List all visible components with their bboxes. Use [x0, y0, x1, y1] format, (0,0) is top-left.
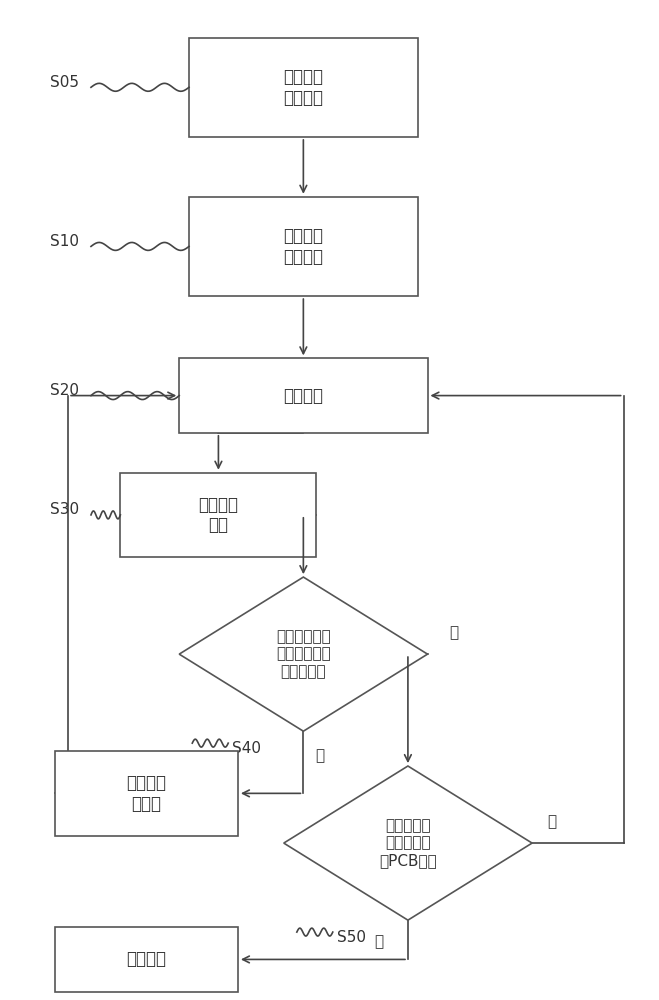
- Bar: [179, 358, 428, 433]
- Text: 判断层数是
否等于预设
的PCB层数: 判断层数是 否等于预设 的PCB层数: [379, 818, 437, 868]
- Text: 进行铆合: 进行铆合: [127, 950, 167, 968]
- Polygon shape: [179, 577, 428, 731]
- Text: S30: S30: [50, 502, 80, 517]
- Bar: [55, 751, 238, 836]
- Bar: [189, 38, 418, 137]
- Text: S10: S10: [50, 234, 79, 249]
- Bar: [189, 197, 418, 296]
- Bar: [121, 473, 316, 557]
- Text: 是: 是: [374, 935, 383, 950]
- Text: S50: S50: [337, 930, 366, 945]
- Text: 否: 否: [547, 814, 556, 829]
- Text: 芯板制作
防错图形: 芯板制作 防错图形: [283, 227, 324, 266]
- Text: S20: S20: [50, 383, 79, 398]
- Text: S05: S05: [50, 75, 79, 90]
- Text: 获取防错
图形: 获取防错 图形: [198, 496, 239, 534]
- Text: 否: 否: [315, 749, 324, 764]
- Text: 判断防错图形
与标准防错图
形是否一致: 判断防错图形 与标准防错图 形是否一致: [276, 629, 331, 679]
- Text: 录入标准
防错图形: 录入标准 防错图形: [283, 68, 324, 107]
- Text: 取出叠放
的芯板: 取出叠放 的芯板: [127, 774, 167, 813]
- Text: 是: 是: [449, 625, 458, 640]
- Polygon shape: [284, 766, 532, 920]
- Text: S40: S40: [232, 741, 261, 756]
- Text: 叠放芯板: 叠放芯板: [283, 387, 324, 405]
- Bar: [55, 927, 238, 992]
